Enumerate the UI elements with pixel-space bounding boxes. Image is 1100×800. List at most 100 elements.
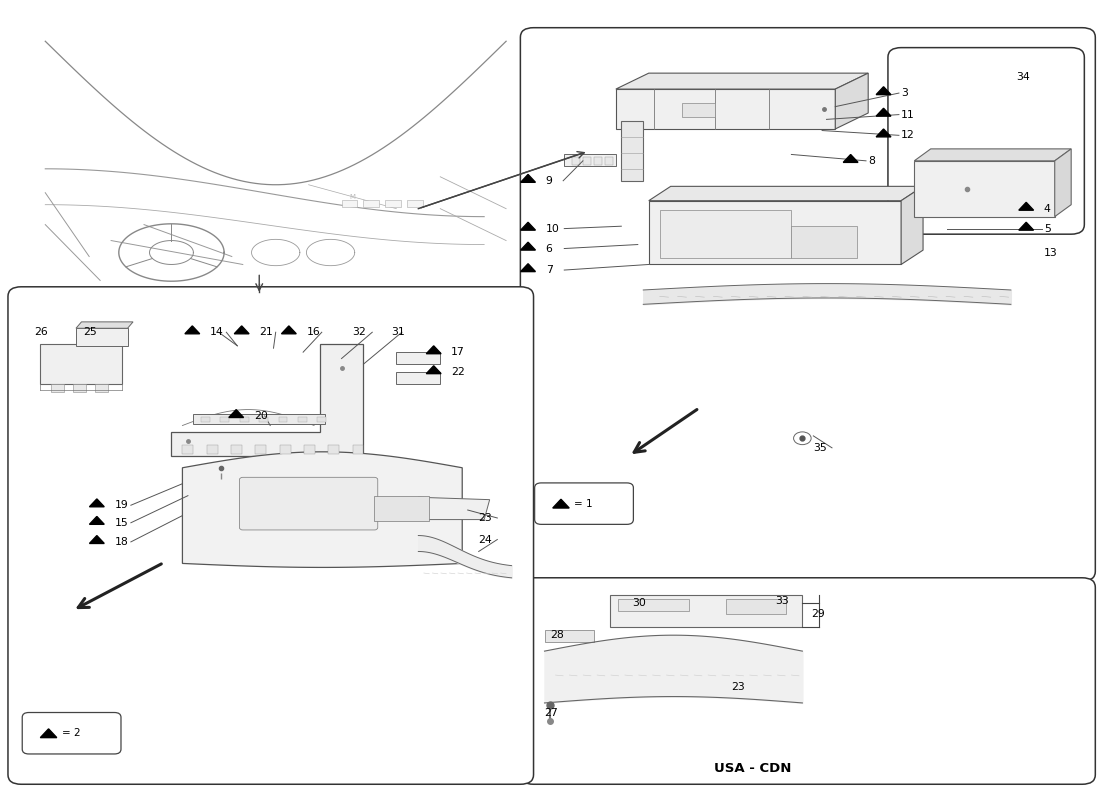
Bar [583,157,591,165]
Text: 31: 31 [390,327,405,338]
Polygon shape [914,161,1055,217]
FancyBboxPatch shape [520,578,1096,784]
Text: 28: 28 [550,630,563,640]
Text: 19: 19 [114,500,129,510]
Polygon shape [520,222,536,230]
Text: 23: 23 [478,513,493,523]
Text: 17: 17 [451,347,465,357]
Polygon shape [89,499,104,506]
Text: 3: 3 [901,88,908,98]
Text: eurospares: eurospares [698,310,807,330]
Polygon shape [234,326,249,334]
Bar [572,157,580,165]
Polygon shape [520,264,536,272]
Text: 9: 9 [546,176,552,186]
Bar [618,599,690,611]
Bar [278,417,287,422]
Polygon shape [1019,222,1034,230]
FancyBboxPatch shape [8,286,534,784]
Text: 26: 26 [34,327,48,338]
Polygon shape [835,73,868,129]
Polygon shape [183,452,462,567]
Text: 34: 34 [1016,72,1030,82]
Bar [201,417,210,422]
Bar [363,200,378,207]
Polygon shape [616,89,835,129]
Text: 20: 20 [254,411,267,421]
FancyBboxPatch shape [888,48,1085,234]
Polygon shape [876,108,891,116]
Polygon shape [901,186,923,265]
Text: 15: 15 [114,518,129,528]
Text: 14: 14 [210,327,223,338]
Bar [341,200,356,207]
Bar [279,445,290,454]
Text: 13: 13 [1044,247,1057,258]
Text: 5: 5 [1044,223,1050,234]
Polygon shape [649,201,901,265]
Polygon shape [76,328,128,346]
Text: 16: 16 [307,327,320,338]
FancyBboxPatch shape [535,483,634,524]
Text: 11: 11 [901,110,915,119]
Text: 32: 32 [352,327,366,338]
Bar [220,417,229,422]
Text: 29: 29 [811,609,825,618]
Text: 27: 27 [544,707,559,718]
Bar [183,445,194,454]
Bar [682,102,715,117]
Bar [328,445,339,454]
Bar [95,384,108,392]
Text: 35: 35 [813,443,827,453]
Bar [544,630,594,642]
Polygon shape [396,372,440,384]
Text: 8: 8 [868,156,876,166]
Polygon shape [520,242,536,250]
Polygon shape [76,322,133,328]
Bar [298,417,307,422]
Polygon shape [89,535,104,543]
Text: 22: 22 [451,367,465,377]
Bar [407,200,422,207]
Bar [660,210,791,258]
Bar [51,384,64,392]
Polygon shape [844,154,858,162]
Bar [352,445,363,454]
Polygon shape [41,729,57,738]
Polygon shape [418,498,490,519]
Bar [240,417,249,422]
Polygon shape [229,410,243,418]
Bar [255,445,266,454]
Bar [304,445,315,454]
Text: eurospares: eurospares [205,566,314,585]
Polygon shape [185,326,200,334]
FancyBboxPatch shape [520,28,1096,581]
Text: = 1: = 1 [574,498,593,509]
Text: 25: 25 [84,327,98,338]
Polygon shape [396,352,440,364]
Polygon shape [564,154,616,166]
Polygon shape [610,595,802,627]
Bar [374,496,429,521]
Polygon shape [616,73,868,89]
Text: 7: 7 [546,265,552,275]
Polygon shape [1019,202,1034,210]
Text: 18: 18 [114,537,129,547]
Polygon shape [876,129,891,137]
Polygon shape [282,326,296,334]
Polygon shape [621,121,643,181]
Bar [605,157,613,165]
Text: 12: 12 [901,130,915,140]
Polygon shape [876,86,891,94]
Polygon shape [649,186,923,201]
Bar [726,599,785,614]
Text: eurospares: eurospares [698,670,807,689]
Text: USA - CDN: USA - CDN [714,762,792,775]
Polygon shape [40,344,122,384]
Bar [594,157,602,165]
FancyBboxPatch shape [22,713,121,754]
Text: 33: 33 [774,596,789,606]
Polygon shape [427,366,441,374]
Polygon shape [89,517,104,524]
Text: 21: 21 [260,327,273,338]
